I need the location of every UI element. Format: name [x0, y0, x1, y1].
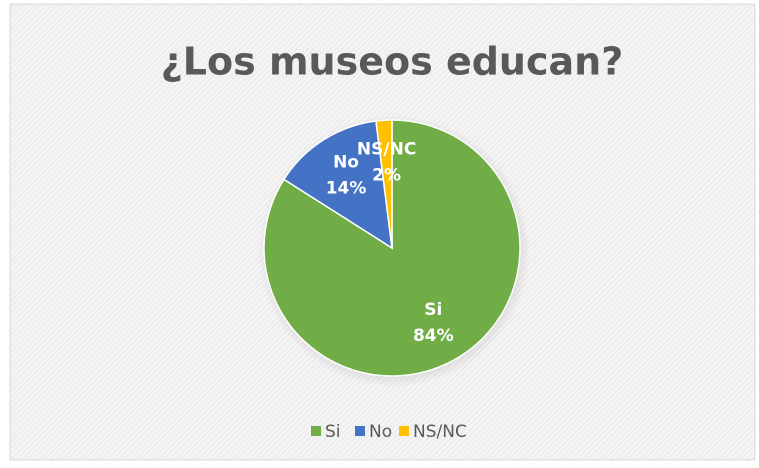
legend-label: No — [369, 422, 392, 442]
legend-swatch — [399, 426, 409, 436]
legend-swatch — [311, 426, 321, 436]
pie-slice — [375, 119, 393, 249]
data-label-name: Si — [424, 300, 442, 320]
data-label-name: No — [333, 153, 359, 173]
data-label-value: 84% — [413, 326, 454, 346]
legend-label: Si — [325, 422, 341, 442]
data-label-value: 14% — [326, 179, 367, 199]
data-label-value: 2% — [372, 165, 401, 185]
legend-label: NS/NC — [413, 422, 467, 442]
data-label-name: NS/NC — [357, 139, 416, 159]
pie-slice — [282, 120, 393, 250]
chart-title: ¿Los museos educan? — [161, 40, 624, 84]
legend-swatch — [355, 426, 365, 436]
